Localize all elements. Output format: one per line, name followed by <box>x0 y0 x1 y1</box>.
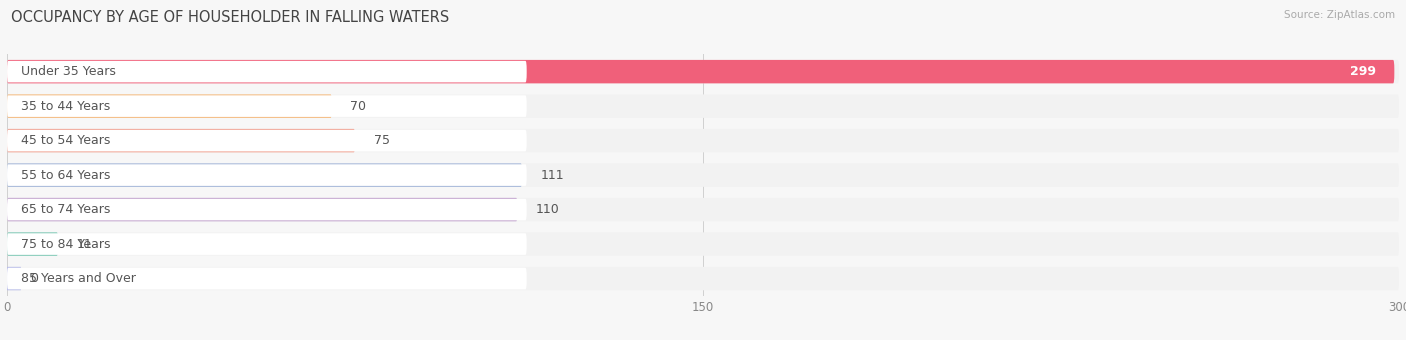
Text: 11: 11 <box>77 238 93 251</box>
FancyBboxPatch shape <box>7 129 1399 152</box>
Text: 65 to 74 Years: 65 to 74 Years <box>21 203 110 216</box>
Text: 85 Years and Over: 85 Years and Over <box>21 272 136 285</box>
FancyBboxPatch shape <box>7 164 1399 187</box>
FancyBboxPatch shape <box>7 129 354 152</box>
FancyBboxPatch shape <box>7 232 58 256</box>
FancyBboxPatch shape <box>7 60 1399 83</box>
Text: 75 to 84 Years: 75 to 84 Years <box>21 238 111 251</box>
Text: 45 to 54 Years: 45 to 54 Years <box>21 134 110 147</box>
Text: 55 to 64 Years: 55 to 64 Years <box>21 169 110 182</box>
Text: 299: 299 <box>1350 65 1375 78</box>
FancyBboxPatch shape <box>7 199 527 220</box>
FancyBboxPatch shape <box>7 164 527 186</box>
FancyBboxPatch shape <box>7 60 1395 83</box>
Text: 35 to 44 Years: 35 to 44 Years <box>21 100 110 113</box>
Text: 70: 70 <box>350 100 367 113</box>
Text: OCCUPANCY BY AGE OF HOUSEHOLDER IN FALLING WATERS: OCCUPANCY BY AGE OF HOUSEHOLDER IN FALLI… <box>11 10 450 25</box>
Text: 111: 111 <box>540 169 564 182</box>
Text: Under 35 Years: Under 35 Years <box>21 65 115 78</box>
FancyBboxPatch shape <box>7 198 517 221</box>
FancyBboxPatch shape <box>7 95 332 118</box>
FancyBboxPatch shape <box>7 232 1399 256</box>
FancyBboxPatch shape <box>7 95 527 117</box>
Text: Source: ZipAtlas.com: Source: ZipAtlas.com <box>1284 10 1395 20</box>
FancyBboxPatch shape <box>7 267 1399 290</box>
FancyBboxPatch shape <box>7 233 527 255</box>
FancyBboxPatch shape <box>7 95 1399 118</box>
Text: 110: 110 <box>536 203 560 216</box>
Text: 0: 0 <box>31 272 38 285</box>
FancyBboxPatch shape <box>7 130 527 151</box>
Text: 75: 75 <box>374 134 389 147</box>
FancyBboxPatch shape <box>7 267 21 290</box>
FancyBboxPatch shape <box>7 164 522 187</box>
FancyBboxPatch shape <box>7 198 1399 221</box>
FancyBboxPatch shape <box>7 61 527 82</box>
FancyBboxPatch shape <box>7 268 527 289</box>
